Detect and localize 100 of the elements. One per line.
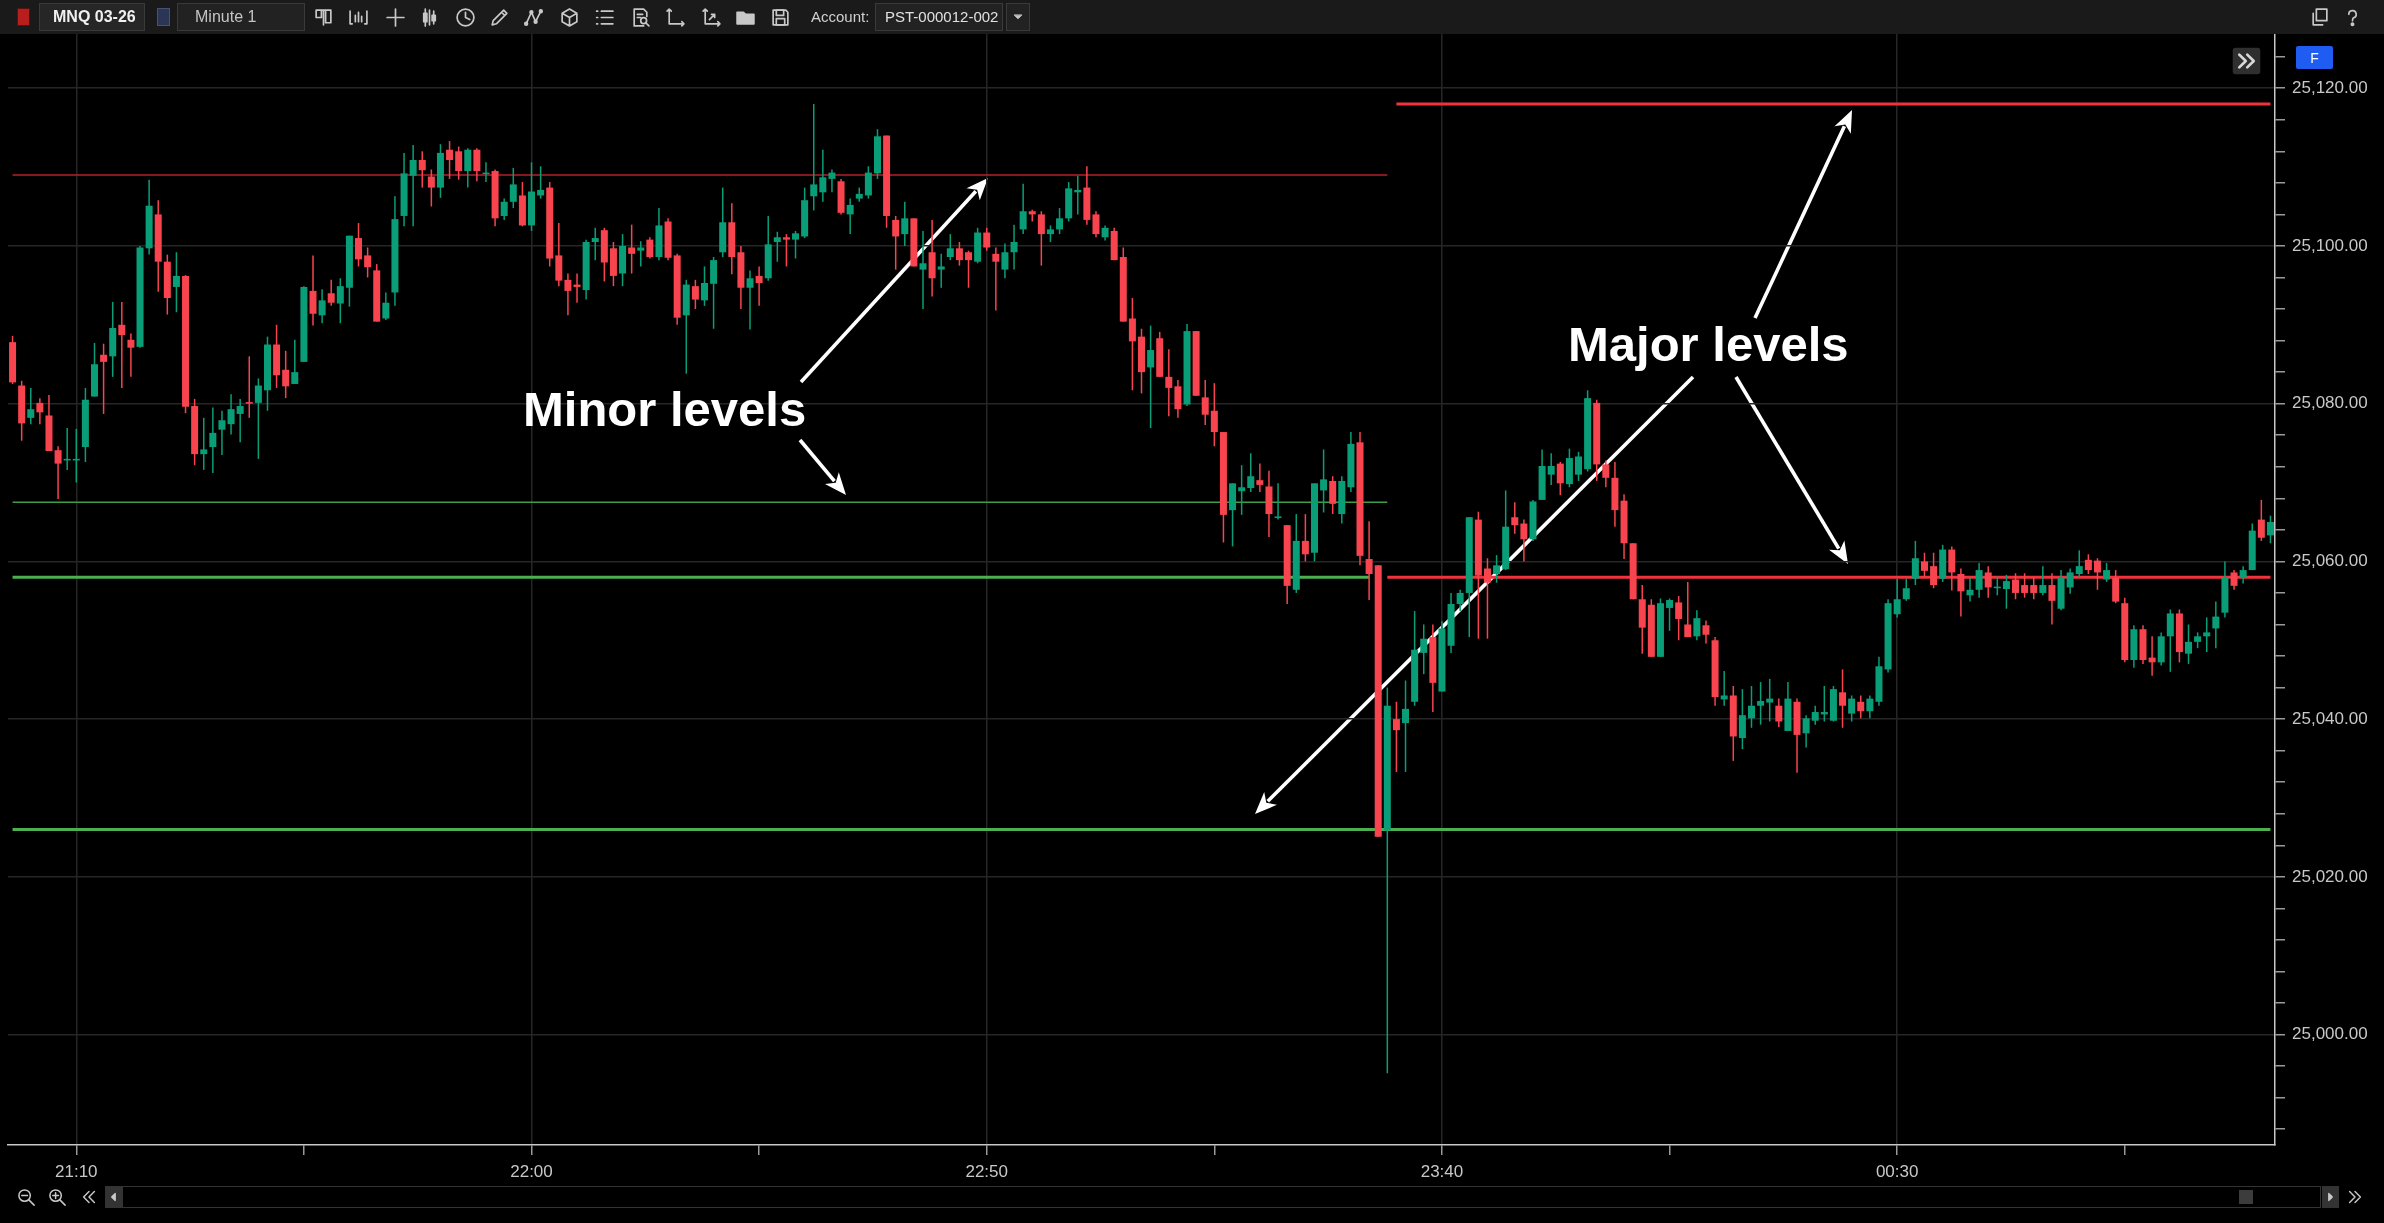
chart-subtitle: Minute 1 [195,7,257,27]
candlestick [1766,678,1774,723]
candlestick [919,230,927,310]
candlestick [2112,569,2120,604]
candlestick [901,201,909,247]
candlestick [127,332,135,378]
candlestick [1174,379,1182,419]
candlestick [473,147,481,183]
candlestick [1247,452,1255,493]
candlestick [27,387,35,425]
candlestick [218,410,226,456]
candlestick [810,103,818,212]
candlestick [1301,513,1309,563]
candlestick [628,223,636,275]
candlestick [1547,452,1555,486]
candlestick [992,246,1000,312]
candlestick [1575,451,1583,482]
text-field: Minute 1 [177,3,305,31]
candlestick [1839,668,1847,729]
candlestick [1702,619,1710,645]
candlestick [2257,499,2265,542]
dropdown: PST-000012-002 [875,3,1003,31]
candlestick [1392,701,1400,773]
candlestick [1902,578,1910,602]
y-tick-label: 25,080.00 [2292,393,2368,413]
candlestick [455,145,463,181]
candlestick [2066,567,2074,595]
y-tick-label: 25,000.00 [2292,1024,2368,1044]
candlestick [1757,681,1765,726]
candlestick [1128,297,1136,392]
candlestick [100,342,108,415]
candlestick [746,269,754,331]
candlestick [1966,577,1974,603]
candlestick [637,240,645,268]
candlestick [172,251,180,313]
candlestick [1811,704,1819,726]
candlestick [1201,379,1209,426]
candlestick [1019,182,1027,235]
candlestick [2166,608,2174,673]
candlestick [792,230,800,260]
candlestick [364,246,372,279]
candlestick [1329,475,1337,515]
candlestick [1037,210,1045,267]
candlestick [336,277,344,324]
annotation: Major levels [1568,317,1849,371]
y-tick-label: 25,120.00 [2292,77,2368,97]
candlestick [1866,694,1874,720]
candlestick [2185,623,2193,665]
candlestick [1493,554,1501,584]
candlestick [1675,595,1683,642]
candlestick [1056,207,1064,235]
candlestick [1738,688,1746,750]
y-tick-label: 25,060.00 [2292,551,2368,571]
candlestick [1802,714,1810,749]
candlestick [382,291,390,321]
candlestick [1984,565,1992,599]
button: F [2296,46,2333,69]
candlestick [418,150,426,189]
candlestick [1857,694,1865,720]
candlestick [236,398,244,444]
candlestick [2048,572,2056,626]
candlestick [200,417,208,471]
candlestick [937,253,945,289]
candlestick [1948,545,1956,592]
candlestick [1720,670,1728,707]
candlestick [355,222,363,268]
candlestick [2203,616,2211,653]
candlestick [2021,572,2029,599]
candlestick [2002,574,2010,610]
candlestick [309,254,317,327]
candlestick [118,301,126,389]
y-tick-label: 25,040.00 [2292,708,2368,728]
candlestick [1092,210,1100,239]
candlestick [2103,562,2111,583]
candlestick [509,167,517,209]
candlestick [1957,567,1965,618]
candlestick [446,140,454,180]
candlestick [1165,348,1173,418]
annotation: Minor levels [523,382,807,436]
candlestick [646,236,654,260]
candlestick [1365,520,1373,601]
candlestick [1602,459,1610,489]
candlestick [2039,565,2047,597]
candlestick [700,265,708,307]
y-tick-label: 25,100.00 [2292,235,2368,255]
candlestick [327,279,335,307]
candlestick [828,168,836,194]
candlestick [2075,549,2083,579]
candlestick [1001,242,1009,280]
candlestick [1402,679,1410,773]
candlestick [291,339,299,385]
candlestick [591,227,599,261]
candlestick [819,148,827,203]
candlestick [36,397,44,425]
candlestick [564,272,572,317]
candlestick [846,197,854,235]
candlestick [227,393,235,436]
candlestick [1511,501,1519,535]
candlestick [1666,597,1674,632]
candlestick [1930,551,1938,589]
